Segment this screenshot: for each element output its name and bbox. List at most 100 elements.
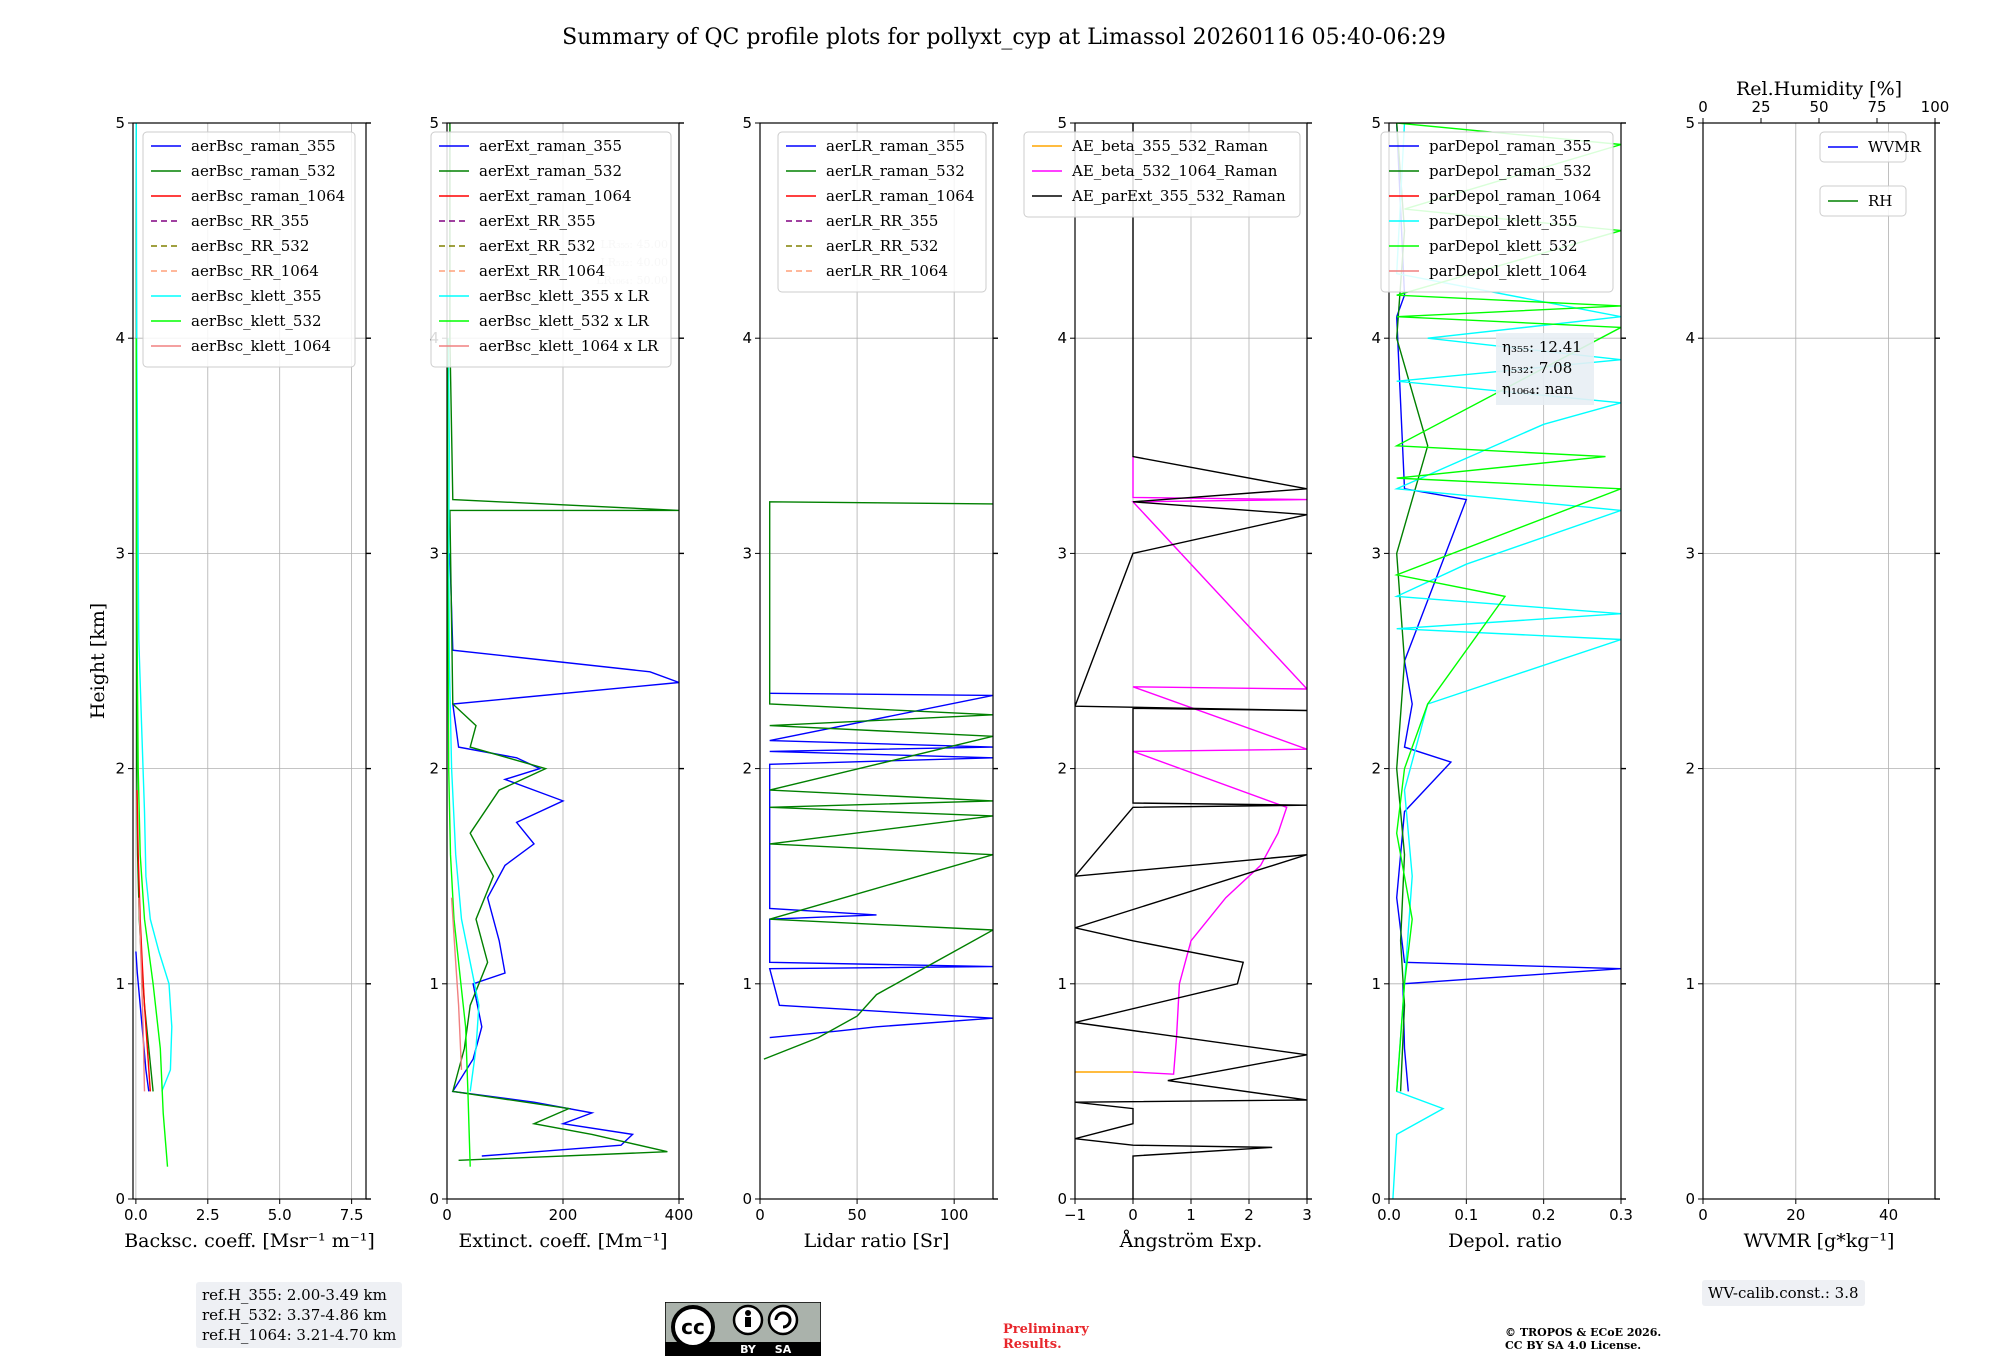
legend-entry-3: parDepol_klett_355	[1429, 212, 1578, 230]
xtick-label-1: 0.1	[1454, 1206, 1478, 1224]
ytick-label-5: 5	[1057, 114, 1067, 132]
series-line-aerBsc_raman_1064	[136, 790, 151, 1092]
series-group	[763, 501, 993, 1060]
ytick-label-0: 0	[1057, 1190, 1067, 1208]
ytick-label-1: 1	[742, 975, 752, 993]
xtick-label-0: −1	[1064, 1206, 1086, 1224]
series-line-aerExt_raman_532	[449, 123, 679, 1161]
xtick-label-3: 0.3	[1609, 1206, 1633, 1224]
ytick-label-0: 0	[742, 1190, 752, 1208]
x-axis-label: Lidar ratio [Sr]	[804, 1230, 950, 1252]
xtick-label-0: 0	[755, 1206, 765, 1224]
legend-entry-2: parDepol_raman_1064	[1429, 187, 1601, 205]
ytick-label-1: 1	[1371, 975, 1381, 993]
ytick-label-2: 2	[429, 760, 439, 778]
x-axis-label: Ångström Exp.	[1119, 1230, 1263, 1252]
eta-annotation-0: η₃₅₅: 12.41	[1502, 338, 1582, 356]
reference-height-note: ref.H_355: 2.00-3.49 km ref.H_532: 3.37-…	[196, 1282, 403, 1348]
legend: aerLR_raman_355 aerLR_raman_532 aerLR_rama…	[777, 131, 987, 293]
series-line-AE_parExt_355_532_Raman	[1075, 123, 1307, 1199]
legend-entry-7: aerBsc_klett_532	[191, 312, 322, 330]
xtick-label-1: 200	[549, 1206, 578, 1224]
legend-entry-2: aerBsc_raman_1064	[191, 187, 345, 205]
top-xtick-label-3: 75	[1867, 98, 1886, 116]
series-line-aerBsc_klett_1064 x LR	[450, 897, 463, 1070]
series-group	[1075, 123, 1307, 1199]
series-line-aerBsc_klett_532 x LR	[447, 338, 471, 1167]
ytick-label-0: 0	[429, 1190, 439, 1208]
x-axis-label: Extinct. coeff. [Mm⁻¹]	[458, 1230, 667, 1252]
ytick-label-1: 1	[1057, 975, 1067, 993]
series-line-parDepol_raman_532	[1395, 123, 1429, 1092]
xtick-label-0: 0	[442, 1206, 452, 1224]
ytick-label-2: 2	[1371, 760, 1381, 778]
ytick-label-2: 2	[1685, 760, 1695, 778]
legend-entry-5: aerExt_RR_1064	[479, 262, 605, 280]
axes-frame	[1702, 122, 1936, 1200]
legend-box	[777, 131, 987, 293]
legend-entry-8: aerBsc_klett_1064	[191, 337, 331, 355]
panel-extinction: 0123450200400Extinct. coeff. [Mm⁻¹]LR₃₅₅…	[429, 114, 693, 1252]
series-line-aerLR_raman_532	[763, 501, 993, 1060]
legend-entry-0: parDepol_raman_355	[1429, 137, 1592, 155]
series-line-aerLR_raman_355	[768, 692, 993, 1039]
ytick-label-5: 5	[1371, 114, 1381, 132]
legend: aerBsc_raman_355 aerBsc_raman_532 aerBsc_r…	[142, 131, 356, 368]
legend-entry-1: aerExt_raman_532	[479, 162, 622, 180]
legend-entry-0: WVMR	[1868, 138, 1922, 156]
legend-entry-0: aerBsc_raman_355	[191, 137, 336, 155]
legend-entry-3: aerExt_RR_355	[479, 212, 596, 230]
legend: AE_beta_355_532_Raman AE_beta_532_1064_Ra…	[1023, 131, 1301, 218]
legend-entry-1: RH	[1868, 192, 1892, 210]
xtick-label-3: 7.5	[340, 1206, 364, 1224]
series-line-aerBsc_klett_532	[135, 338, 169, 1167]
ytick-label-3: 3	[1685, 544, 1695, 562]
ytick-label-0: 0	[115, 1190, 125, 1208]
legend-entry-8: aerBsc_klett_1064 x LR	[479, 337, 659, 355]
legend: parDepol_raman_355 parDepol_raman_532 parD…	[1380, 131, 1614, 293]
series-line-aerBsc_klett_355 x LR	[447, 338, 480, 1092]
legend-box	[430, 131, 672, 368]
sa-label: SA	[775, 1343, 792, 1356]
ytick-label-4: 4	[1057, 329, 1067, 347]
legend-entry-6: aerBsc_klett_355 x LR	[479, 287, 650, 305]
legend-box	[142, 131, 356, 368]
legend-entry-5: aerLR_RR_1064	[826, 262, 948, 280]
legend-entry-1: aerBsc_raman_532	[191, 162, 336, 180]
ytick-label-4: 4	[742, 329, 752, 347]
top-xtick-label-2: 50	[1809, 98, 1828, 116]
ytick-label-3: 3	[115, 544, 125, 562]
legend-entry-7: aerBsc_klett_532 x LR	[479, 312, 650, 330]
ytick-label-1: 1	[1685, 975, 1695, 993]
legend-entry-4: aerExt_RR_532	[479, 237, 596, 255]
ref-h-1064: ref.H_1064: 3.21-4.70 km	[202, 1326, 397, 1344]
legend-entry-3: aerBsc_RR_355	[191, 212, 309, 230]
legend-entry-0: aerLR_raman_355	[826, 137, 965, 155]
ytick-label-0: 0	[1685, 1190, 1695, 1208]
legend-box	[1023, 131, 1301, 218]
copyright-note: © TROPOS & ECoE 2026. CC BY SA 4.0 Licen…	[1505, 1326, 1661, 1352]
x-axis-label: Depol. ratio	[1448, 1230, 1562, 1252]
figure-title: Summary of QC profile plots for pollyxt_…	[562, 25, 1446, 50]
xtick-label-2: 100	[940, 1206, 969, 1224]
legend-entry-5: parDepol_klett_1064	[1429, 262, 1587, 280]
copyright-line-2: CC BY SA 4.0 License.	[1505, 1339, 1642, 1352]
legend: WVMR RH	[1819, 131, 1922, 217]
legend-entry-0: aerExt_raman_355	[479, 137, 622, 155]
ytick-label-5: 5	[1685, 114, 1695, 132]
ytick-label-1: 1	[429, 975, 439, 993]
panel-backscatter: 0 1 2 3 4 5 0.0 2.5 5.0 7.5 Backsc. coeff. [Msr⁻¹ …	[87, 114, 375, 1252]
legend-entry-6: aerBsc_klett_355	[191, 287, 322, 305]
ytick-label-5: 5	[115, 114, 125, 132]
series-line-aerBsc_klett_1064	[138, 897, 146, 1092]
ytick-label-3: 3	[1057, 544, 1067, 562]
xtick-label-2: 1	[1186, 1206, 1196, 1224]
xtick-label-1: 0	[1128, 1206, 1138, 1224]
legend-entry-0: AE_beta_355_532_Raman	[1071, 137, 1268, 155]
series-line-aerExt_raman_355	[449, 553, 679, 1157]
legend-box	[1380, 131, 1614, 293]
ytick-label-2: 2	[1057, 760, 1067, 778]
ytick-label-5: 5	[742, 114, 752, 132]
